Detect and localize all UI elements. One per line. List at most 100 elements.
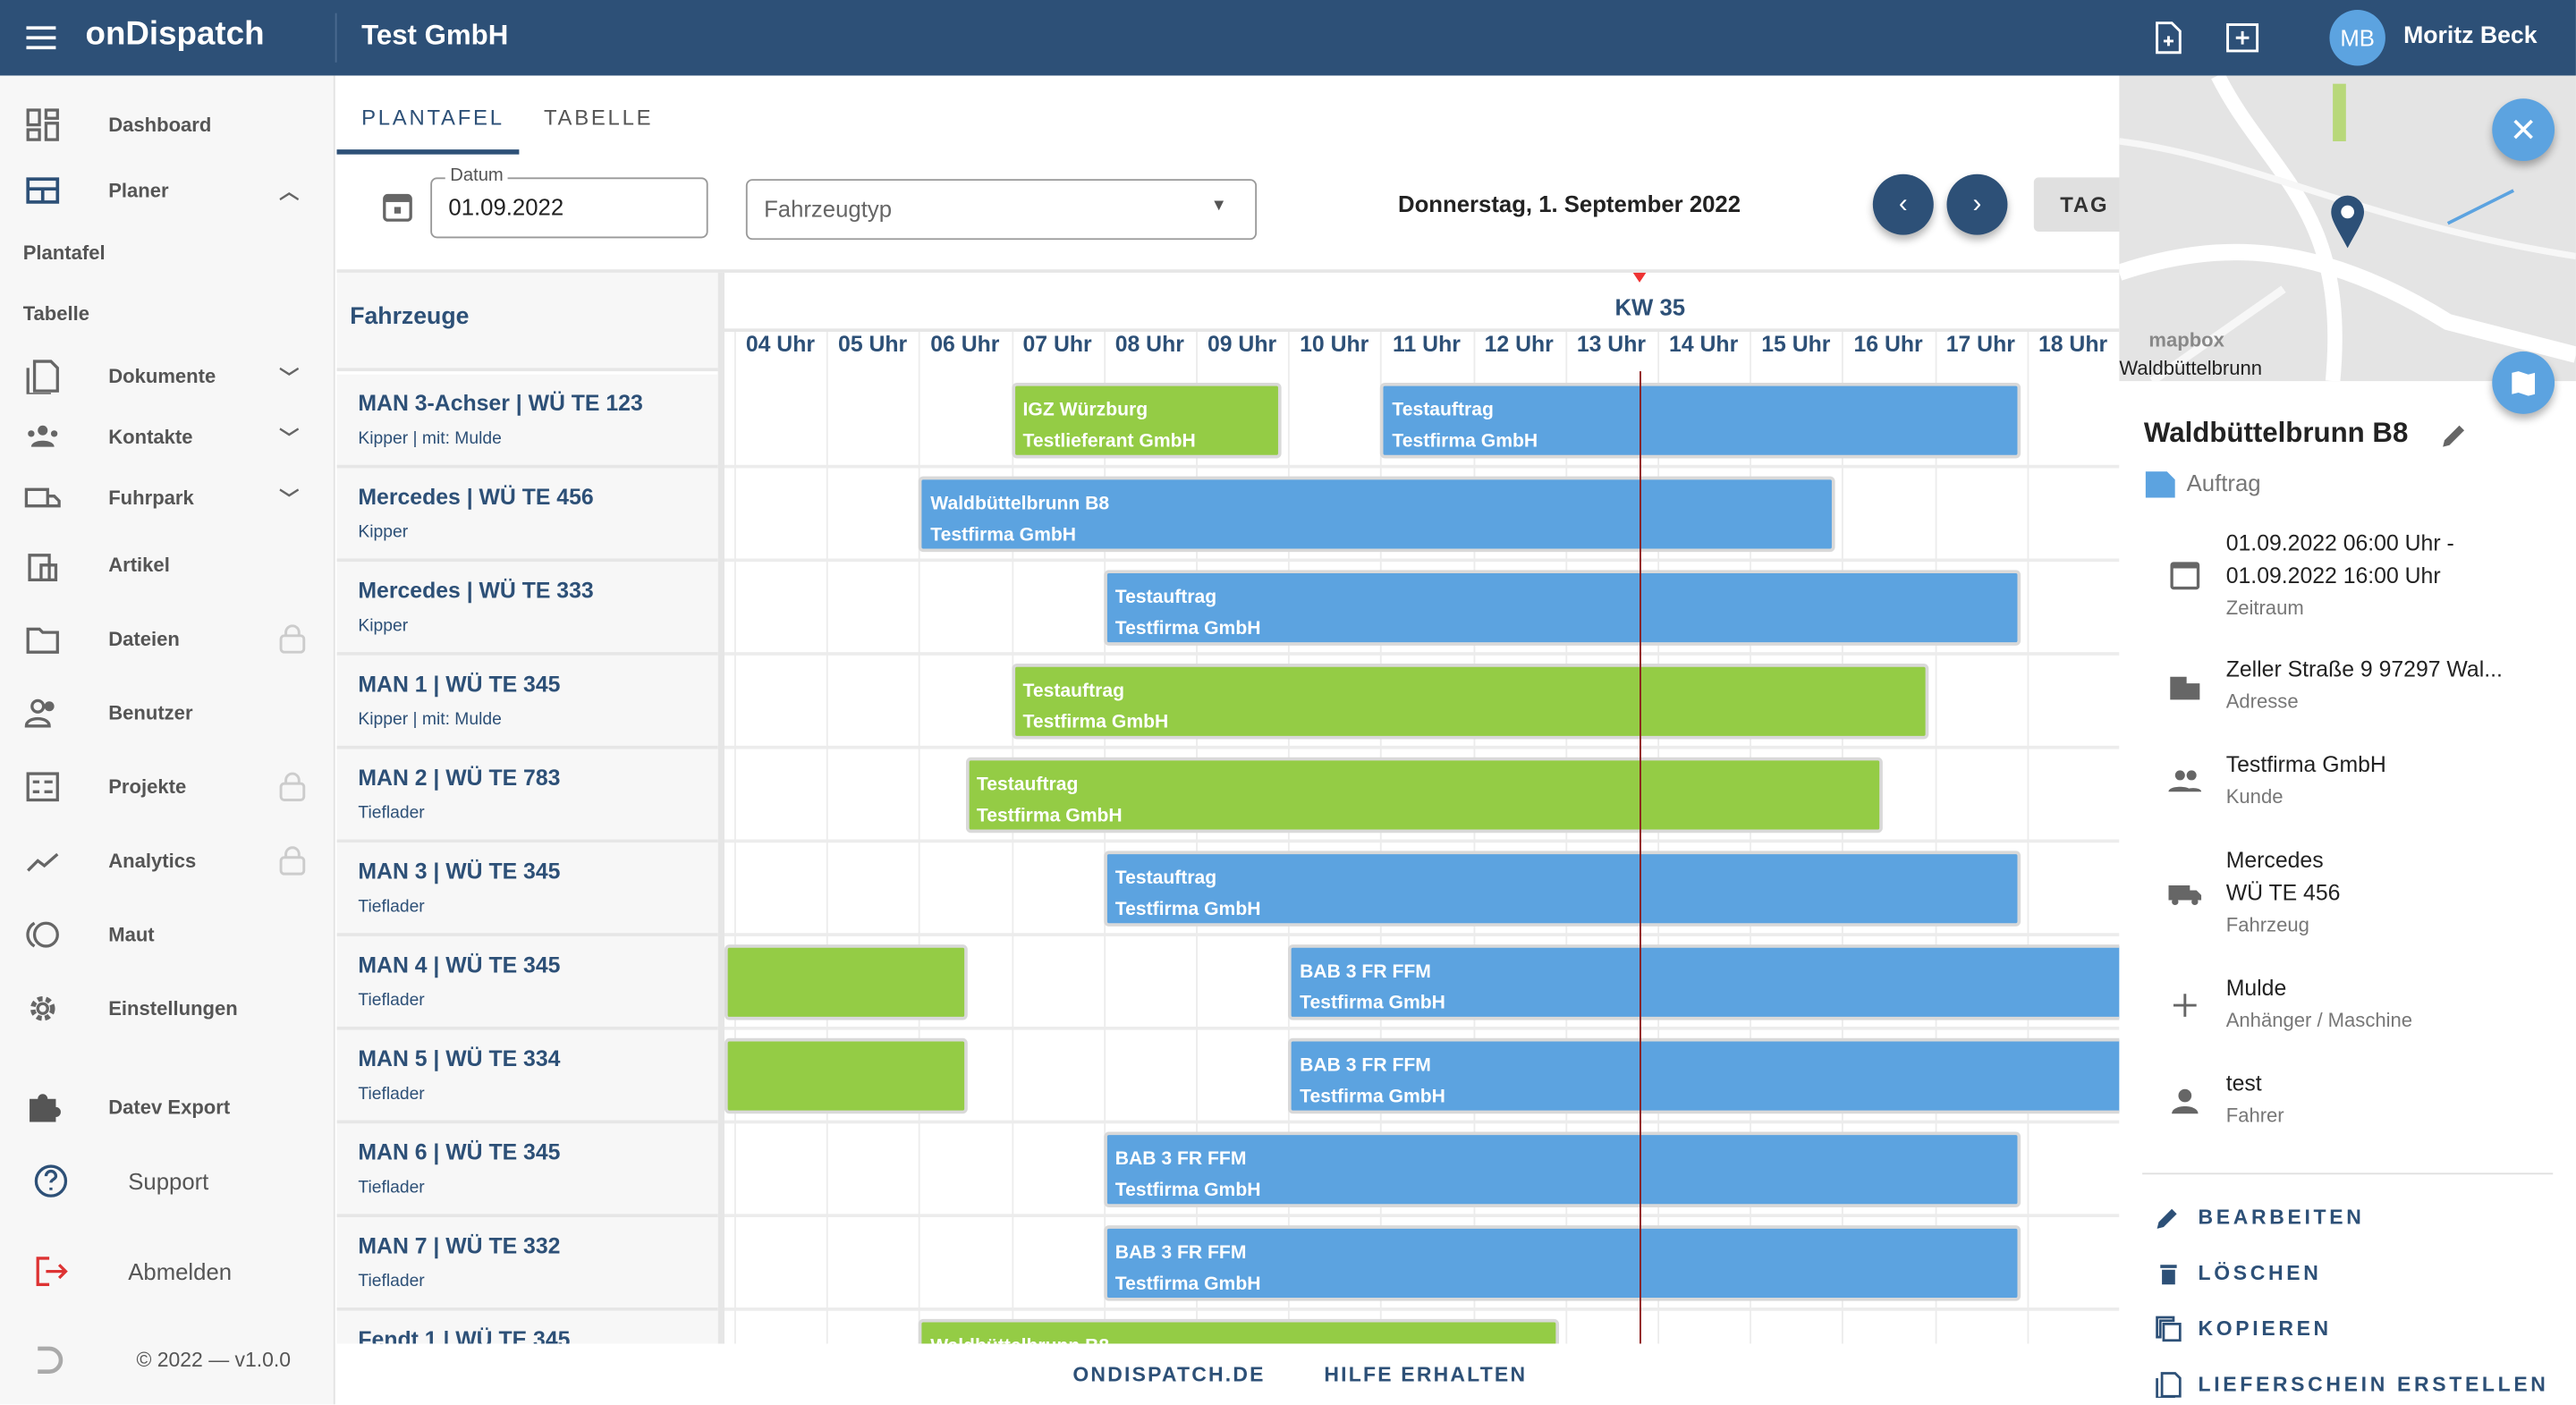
new-document-icon[interactable]: [2152, 21, 2185, 55]
vehicle: Mercedes: [2225, 847, 2324, 873]
vehicle-row[interactable]: Mercedes | WÜ TE 456 Kipper: [336, 468, 718, 563]
detail-title: Waldbüttelbrunn B8: [2143, 417, 2409, 449]
vehicle-row[interactable]: MAN 7 | WÜ TE 332 Tieflader: [336, 1216, 718, 1311]
job-bar[interactable]: BAB 3 FR FFM Testfirma GmbH: [1288, 1037, 2120, 1114]
map-pin-icon[interactable]: [2329, 194, 2365, 250]
sidebar-item-artikel[interactable]: Artikel: [0, 540, 335, 589]
add-job-icon[interactable]: [2224, 21, 2260, 55]
create-delivery-note-button[interactable]: LIEFERSCHEIN ERSTELLEN: [2156, 1372, 2549, 1399]
tab-tabelle[interactable]: TABELLE: [543, 105, 654, 131]
delete-button[interactable]: LÖSCHEN: [2156, 1260, 2322, 1286]
hour-label: 07 Uhr: [1022, 332, 1092, 357]
edit-button[interactable]: BEARBEITEN: [2156, 1204, 2365, 1230]
sidebar-item-label: Datev Export: [108, 1096, 231, 1119]
job-bar[interactable]: Testauftrag Testfirma GmbH: [1380, 382, 2021, 459]
copy-button[interactable]: KOPIEREN: [2156, 1316, 2332, 1342]
job-bar[interactable]: [724, 1037, 969, 1114]
delete-label: LÖSCHEN: [2198, 1261, 2322, 1285]
day-view-button[interactable]: TAG: [2033, 177, 2133, 232]
sidebar-item-benutzer[interactable]: Benutzer: [0, 689, 335, 738]
job-bar[interactable]: BAB 3 FR FFM Testfirma GmbH: [1103, 1131, 2021, 1207]
edit-title-icon[interactable]: [2439, 420, 2469, 450]
article-icon: [28, 554, 58, 582]
logout-link[interactable]: Abmelden: [0, 1247, 335, 1296]
menu-icon[interactable]: [26, 25, 56, 51]
user-name[interactable]: Moritz Beck: [2403, 22, 2538, 50]
vehicle-row[interactable]: Mercedes | WÜ TE 333 Kipper: [336, 562, 718, 656]
help-link[interactable]: HILFE ERHALTEN: [1324, 1363, 1528, 1387]
vehicle-subtitle: Tieflader: [358, 1177, 425, 1198]
job-bar[interactable]: BAB 3 FR FFM Testfirma GmbH: [1288, 944, 2120, 1020]
date-field[interactable]: Datum 01.09.2022: [430, 165, 708, 239]
vehicle-type-select[interactable]: Fahrzeugtyp ▼: [745, 179, 1258, 241]
vehicle-row[interactable]: MAN 6 | WÜ TE 345 Tieflader: [336, 1123, 718, 1217]
vehicle-row[interactable]: MAN 2 | WÜ TE 783 Tieflader: [336, 749, 718, 843]
vehicle-subtitle: Tieflader: [358, 990, 425, 1011]
hour-label: 08 Uhr: [1114, 332, 1184, 357]
vehicle-row[interactable]: MAN 1 | WÜ TE 345 Kipper | mit: Mulde: [336, 655, 718, 749]
detail-driver: test Fahrer: [2226, 1068, 2284, 1130]
job-customer: Testfirma GmbH: [1114, 1274, 1261, 1295]
hour-gridline: [1842, 332, 1844, 1346]
sidebar-item-analytics[interactable]: Analytics: [0, 836, 335, 885]
hour-gridline: [2027, 332, 2029, 1346]
calendar-icon: [2170, 562, 2200, 590]
sidebar-item-dashboard[interactable]: Dashboard: [0, 100, 335, 149]
customer: Testfirma GmbH: [2225, 752, 2386, 777]
job-bar[interactable]: Waldbüttelbrunn B8 Testfirma GmbH: [919, 476, 1836, 553]
chevron-down-icon: ﹀: [279, 426, 300, 450]
hour-label: 10 Uhr: [1300, 332, 1369, 357]
sidebar-item-maut[interactable]: Maut: [0, 910, 335, 960]
vehicle-type-placeholder: Fahrzeugtyp: [764, 195, 893, 222]
job-bar[interactable]: [724, 944, 969, 1020]
job-bar[interactable]: Testauftrag Testfirma GmbH: [1011, 664, 1928, 740]
job-bar[interactable]: BAB 3 FR FFM Testfirma GmbH: [1103, 1225, 2021, 1301]
avatar[interactable]: MB: [2329, 10, 2385, 66]
gear-icon: [30, 995, 55, 1021]
row-divider: [724, 933, 2120, 936]
chevron-down-icon: ﹀: [279, 487, 300, 511]
sidebar-item-fuhrpark[interactable]: Fuhrpark ﹀: [0, 473, 335, 522]
sidebar-item-einstellungen[interactable]: Einstellungen: [0, 984, 335, 1033]
next-day-button[interactable]: ›: [1946, 174, 2008, 235]
brand-logo[interactable]: onDispatch: [85, 16, 265, 53]
sidebar-item-tabelle[interactable]: Tabelle: [0, 289, 335, 338]
vehicle-name: Mercedes | WÜ TE 333: [358, 578, 594, 604]
hour-label: 05 Uhr: [838, 332, 908, 357]
ondispatch-link[interactable]: ONDISPATCH.DE: [1072, 1363, 1266, 1387]
sidebar-item-projekte[interactable]: Projekte: [0, 762, 335, 811]
sidebar-item-kontakte[interactable]: Kontakte ﹀: [0, 412, 335, 461]
period-label: Zeitraum: [2225, 596, 2304, 620]
job-bar[interactable]: Testauftrag Testfirma GmbH: [965, 757, 1882, 834]
vehicle-row[interactable]: MAN 4 | WÜ TE 345 Tieflader: [336, 935, 718, 1030]
job-bar[interactable]: IGZ Würzburg Testlieferant GmbH: [1011, 382, 1282, 459]
sidebar-item-dokumente[interactable]: Dokumente ﹀: [0, 351, 335, 401]
vehicle-row[interactable]: MAN 3-Achser | WÜ TE 123 Kipper | mit: Mu…: [336, 374, 718, 469]
detail-address: Zeller Straße 9 97297 Wal... Adresse: [2226, 654, 2503, 716]
top-bar: onDispatch Test GmbH MB Moritz Beck: [0, 0, 2576, 76]
vehicle-row[interactable]: MAN 3 | WÜ TE 345 Tieflader: [336, 842, 718, 936]
vehicle-row[interactable]: MAN 5 | WÜ TE 334 Tieflader: [336, 1029, 718, 1124]
job-bar[interactable]: Waldbüttelbrunn B8: [919, 1318, 1559, 1346]
sidebar-item-dateien[interactable]: Dateien: [0, 614, 335, 664]
sidebar-item-datev-export[interactable]: Datev Export: [0, 1082, 335, 1131]
period-start: 01.09.2022 06:00 Uhr -: [2225, 530, 2454, 555]
job-bar[interactable]: Testauftrag Testfirma GmbH: [1103, 851, 2021, 927]
analytics-icon: [27, 852, 59, 872]
job-bar[interactable]: Testauftrag Testfirma GmbH: [1103, 570, 2021, 646]
calendar-icon[interactable]: [381, 190, 414, 224]
close-panel-button[interactable]: ✕: [2492, 98, 2555, 161]
vehicle-name: MAN 3 | WÜ TE 345: [358, 859, 561, 884]
vehicle-row[interactable]: Fendt 1 | WÜ TE 345: [336, 1310, 718, 1346]
tab-plantafel[interactable]: PLANTAFEL: [361, 105, 504, 131]
planner-grid: Fahrzeuge KW 35 04 Uhr 05 Uhr 06 Uhr 07 Uhr…: [336, 269, 2120, 1346]
hour-gridline: [734, 332, 736, 1346]
sidebar-item-planer[interactable]: Planer ︿: [0, 166, 335, 216]
previous-day-button[interactable]: ‹: [1872, 174, 1934, 235]
detail-trailer: Mulde Anhänger / Maschine: [2226, 972, 2412, 1035]
toggle-map-button[interactable]: [2492, 351, 2555, 414]
toll-icon: [26, 921, 59, 948]
support-link[interactable]: Support: [0, 1156, 335, 1206]
sidebar-item-plantafel[interactable]: Plantafel: [0, 228, 335, 277]
detail-type: Auftrag: [2186, 470, 2261, 496]
